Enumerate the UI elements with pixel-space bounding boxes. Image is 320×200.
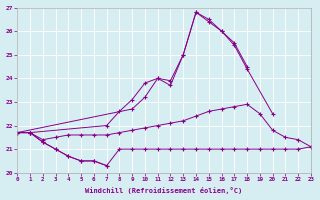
X-axis label: Windchill (Refroidissement éolien,°C): Windchill (Refroidissement éolien,°C) <box>85 187 243 194</box>
